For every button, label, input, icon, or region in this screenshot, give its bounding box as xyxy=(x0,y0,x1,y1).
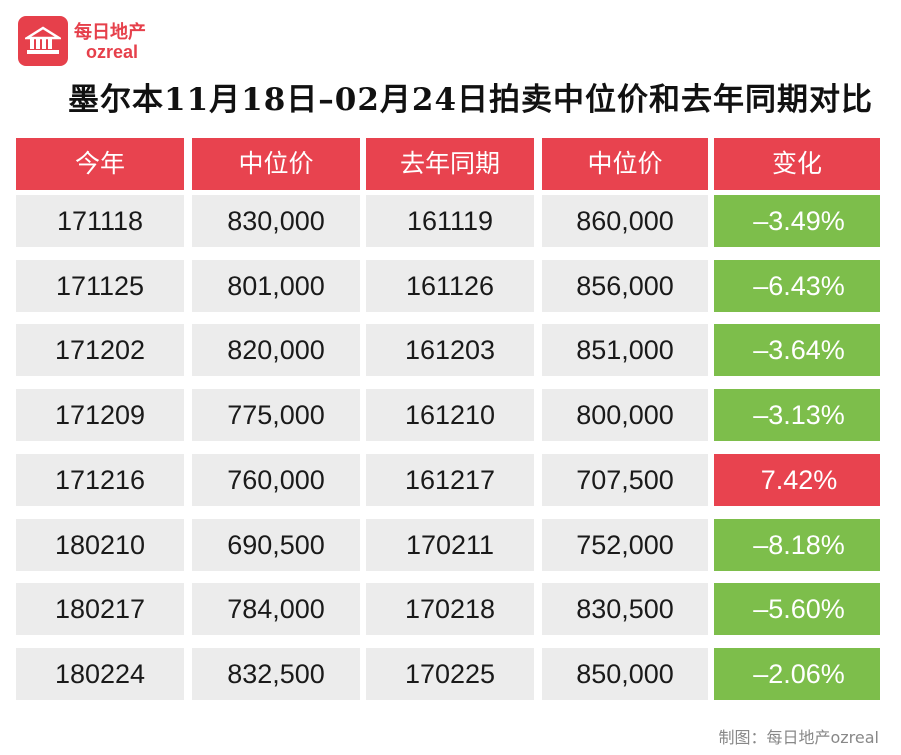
cell-prev-median-price: 830,500 xyxy=(542,583,708,635)
cell-this-year-date: 171202 xyxy=(16,324,184,376)
header-change: 变化 xyxy=(714,138,880,190)
chart-credit: 制图：每日地产ozreal xyxy=(718,728,879,747)
cell-prev-median-price: 707,500 xyxy=(542,454,708,506)
cell-median-price: 830,000 xyxy=(192,195,360,247)
table-row: 171209 775,000 161210 800,000 –3.13% xyxy=(16,389,882,441)
cell-this-year-date: 180224 xyxy=(16,648,184,700)
cell-last-year-date: 170211 xyxy=(366,519,534,571)
page-title: 墨尔本11月18日–02月24日拍卖中位价和去年同期对比 xyxy=(68,82,874,118)
cell-last-year-date: 161217 xyxy=(366,454,534,506)
cell-change-percent: –5.60% xyxy=(714,583,880,635)
cell-median-price: 784,000 xyxy=(192,583,360,635)
cell-prev-median-price: 800,000 xyxy=(542,389,708,441)
cell-median-price: 820,000 xyxy=(192,324,360,376)
cell-this-year-date: 171125 xyxy=(16,260,184,312)
cell-last-year-date: 161126 xyxy=(366,260,534,312)
cell-last-year-date: 161203 xyxy=(366,324,534,376)
cell-change-percent: –3.49% xyxy=(714,195,880,247)
cell-median-price: 832,500 xyxy=(192,648,360,700)
table-row: 180217 784,000 170218 830,500 –5.60% xyxy=(16,583,882,635)
brand-logo: 每日地产 ozreal xyxy=(18,16,148,70)
cell-last-year-date: 161119 xyxy=(366,195,534,247)
cell-change-percent: 7.42% xyxy=(714,454,880,506)
cell-last-year-date: 170218 xyxy=(366,583,534,635)
header-median: 中位价 xyxy=(192,138,360,190)
cell-prev-median-price: 850,000 xyxy=(542,648,708,700)
header-last-year-same-period: 去年同期 xyxy=(366,138,534,190)
logo-english-text: ozreal xyxy=(86,42,139,62)
cell-this-year-date: 171118 xyxy=(16,195,184,247)
cell-prev-median-price: 860,000 xyxy=(542,195,708,247)
cell-median-price: 690,500 xyxy=(192,519,360,571)
cell-this-year-date: 171209 xyxy=(16,389,184,441)
cell-change-percent: –3.13% xyxy=(714,389,880,441)
cell-change-percent: –6.43% xyxy=(714,260,880,312)
cell-change-percent: –8.18% xyxy=(714,519,880,571)
table-row: 180210 690,500 170211 752,000 –8.18% xyxy=(16,519,882,571)
cell-median-price: 801,000 xyxy=(192,260,360,312)
cell-prev-median-price: 752,000 xyxy=(542,519,708,571)
header-this-year: 今年 xyxy=(16,138,184,190)
logo-house-icon xyxy=(18,16,68,66)
table-row: 171216 760,000 161217 707,500 7.42% xyxy=(16,454,882,506)
table-row: 171118 830,000 161119 860,000 –3.49% xyxy=(16,195,882,247)
cell-this-year-date: 171216 xyxy=(16,454,184,506)
cell-this-year-date: 180217 xyxy=(16,583,184,635)
cell-change-percent: –3.64% xyxy=(714,324,880,376)
cell-prev-median-price: 856,000 xyxy=(542,260,708,312)
cell-last-year-date: 161210 xyxy=(366,389,534,441)
cell-prev-median-price: 851,000 xyxy=(542,324,708,376)
cell-median-price: 760,000 xyxy=(192,454,360,506)
cell-this-year-date: 180210 xyxy=(16,519,184,571)
table-row: 171125 801,000 161126 856,000 –6.43% xyxy=(16,260,882,312)
logo-chinese-text: 每日地产 xyxy=(74,22,146,43)
table-row: 171202 820,000 161203 851,000 –3.64% xyxy=(16,324,882,376)
table-header-row: 今年 中位价 去年同期 中位价 变化 xyxy=(16,138,882,190)
header-prev-median: 中位价 xyxy=(542,138,708,190)
table-row: 180224 832,500 170225 850,000 –2.06% xyxy=(16,648,882,700)
cell-last-year-date: 170225 xyxy=(366,648,534,700)
cell-change-percent: –2.06% xyxy=(714,648,880,700)
cell-median-price: 775,000 xyxy=(192,389,360,441)
house-icon xyxy=(25,26,61,54)
